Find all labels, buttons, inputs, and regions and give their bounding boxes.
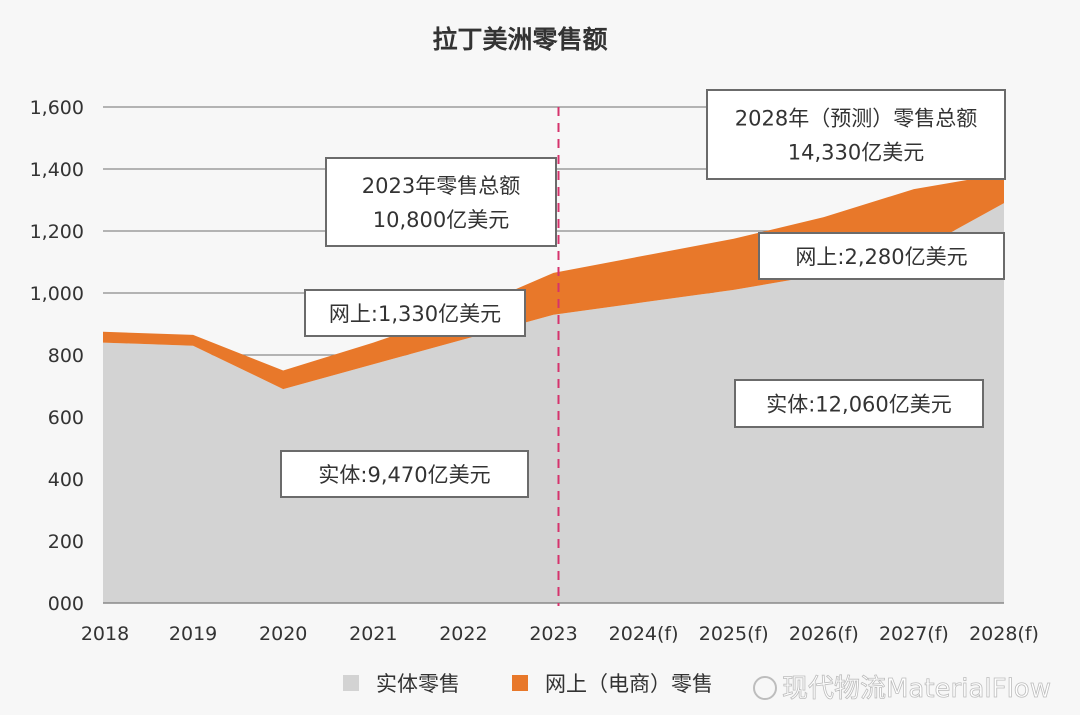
y-axis-ticks: 000 200 400 600 800 1,000 1,200 1,400 1,600 xyxy=(30,97,84,615)
annotation-text: 实体:12,060亿美元 xyxy=(766,393,952,417)
y-tick-label: 600 xyxy=(48,407,84,429)
annotation-box xyxy=(325,157,557,247)
annotation-text: 10,800亿美元 xyxy=(373,208,509,232)
y-tick-label: 1,600 xyxy=(30,97,84,119)
x-tick-label: 2021 xyxy=(349,623,397,645)
x-tick-label: 2024(f) xyxy=(609,623,679,645)
y-tick-label: 1,400 xyxy=(30,159,84,181)
area-online-retail xyxy=(103,173,1004,390)
x-tick-label: 2022 xyxy=(439,623,487,645)
x-axis-ticks: 2018 2019 2020 2021 2022 2023 2024(f) 2025(f) 20… xyxy=(81,623,1039,645)
annotation-total-2028: 2028年（预测）零售总额 14,330亿美元 xyxy=(706,89,1006,180)
annotation-box xyxy=(758,232,1005,280)
legend-item: 网上（电商）零售 xyxy=(512,672,713,696)
x-tick-label: 2023 xyxy=(529,623,577,645)
annotation-box xyxy=(706,89,1006,180)
x-tick-label: 2019 xyxy=(169,623,217,645)
legend: 实体零售 网上（电商）零售 xyxy=(343,672,713,696)
x-tick-label: 2025(f) xyxy=(699,623,769,645)
legend-label: 实体零售 xyxy=(376,672,460,696)
watermark-text: 现代物流MaterialFlow xyxy=(782,674,1051,704)
annotation-text: 网上:1,330亿美元 xyxy=(329,302,501,326)
chart-title: 拉丁美洲零售额 xyxy=(432,25,607,54)
weibo-icon xyxy=(753,676,777,700)
legend-swatch xyxy=(343,675,359,691)
y-tick-label: 1,000 xyxy=(30,283,84,305)
x-tick-label: 2020 xyxy=(259,623,307,645)
x-tick-label: 2018 xyxy=(81,623,129,645)
annotation-box xyxy=(280,450,529,498)
y-tick-label: 800 xyxy=(48,345,84,367)
area-physical-retail xyxy=(103,203,1004,603)
annotation-text: 14,330亿美元 xyxy=(788,141,924,165)
area-series xyxy=(103,173,1004,603)
x-tick-label: 2026(f) xyxy=(789,623,859,645)
y-tick-label: 1,200 xyxy=(30,221,84,243)
annotations: 2023年零售总额 10,800亿美元网上:1,330亿美元实体:9,470亿美元… xyxy=(280,89,1006,498)
annotation-online-2028: 网上:2,280亿美元 xyxy=(758,232,1005,280)
y-tick-label: 200 xyxy=(48,531,84,553)
annotation-total-2023: 2023年零售总额 10,800亿美元 xyxy=(325,157,557,247)
y-tick-label: 000 xyxy=(48,593,84,615)
annotation-box xyxy=(734,379,984,428)
annotation-text: 2028年（预测）零售总额 xyxy=(735,107,977,131)
watermark: 现代物流MaterialFlow xyxy=(753,674,1051,704)
annotation-box xyxy=(304,289,526,337)
y-tick-label: 400 xyxy=(48,469,84,491)
annotation-physical-2023: 实体:9,470亿美元 xyxy=(280,450,529,498)
annotation-physical-2028: 实体:12,060亿美元 xyxy=(734,379,984,428)
annotation-text: 实体:9,470亿美元 xyxy=(318,463,490,487)
annotation-text: 2023年零售总额 xyxy=(362,174,520,198)
legend-item: 实体零售 xyxy=(343,672,460,696)
x-tick-label: 2028(f) xyxy=(969,623,1039,645)
legend-swatch xyxy=(512,675,528,691)
legend-label: 网上（电商）零售 xyxy=(545,672,713,696)
annotation-online-2023: 网上:1,330亿美元 xyxy=(304,289,526,337)
annotation-text: 网上:2,280亿美元 xyxy=(795,245,967,269)
x-tick-label: 2027(f) xyxy=(879,623,949,645)
